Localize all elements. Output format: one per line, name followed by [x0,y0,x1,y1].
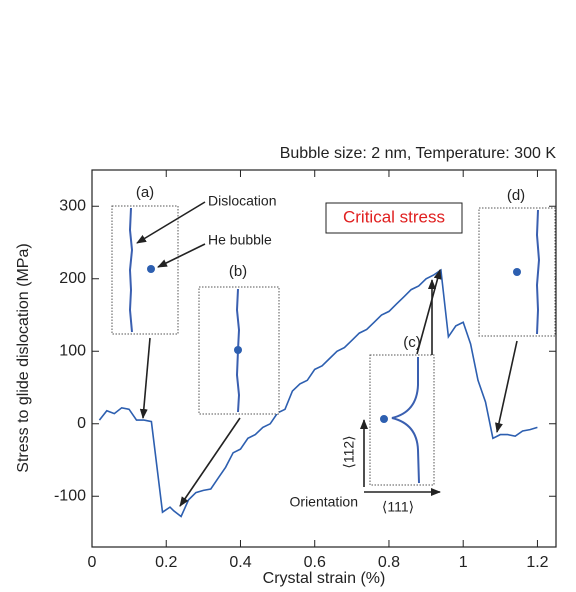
x-tick-label: 0.8 [378,554,400,571]
plot-area: 0 0.2 0.4 0.6 0.8 1 1.2 -100 0 100 200 300 [54,169,557,571]
y-tick-label: -100 [54,487,86,504]
inset-label: (d) [507,187,525,204]
annotation: Critical stress [343,207,445,226]
subtitle: Bubble size: 2 nm, Temperature: 300 K [280,145,557,162]
critical-box [325,202,463,234]
inset-a: (a) [111,184,179,335]
y-tick-label: 300 [59,197,86,214]
annotation: ⟨111⟩ [382,499,414,515]
y-axis-label: Stress to glide dislocation (MPa) [15,243,32,472]
x-tick-label: 0.2 [155,554,177,571]
inset-d: (d) [478,187,556,337]
arrows [136,201,518,507]
annotation: ⟨112⟩ [341,435,357,468]
annotation: Orientation [290,494,358,510]
inset-label: (b) [229,263,247,280]
x-axis-label: Crystal strain (%) [263,570,386,587]
inset-label: (c) [403,334,421,351]
y-tick-label: 200 [59,270,86,287]
x-tick-label: 1.2 [526,554,548,571]
inset-b: (b) [198,263,280,415]
inset-c: (c) [369,334,435,486]
inset-label: (a) [136,184,154,201]
plot-frame [91,169,557,548]
annotation: He bubble [208,232,272,248]
y-tick-label: 0 [77,415,86,432]
data-line [98,268,538,518]
x-tick-label: 0.4 [229,554,251,571]
x-tick-label: 1 [459,554,468,571]
x-tick-label: 0 [88,554,97,571]
y-tick-label: 100 [59,342,86,359]
annotation: Dislocation [208,193,276,209]
x-tick-label: 0.6 [304,554,326,571]
